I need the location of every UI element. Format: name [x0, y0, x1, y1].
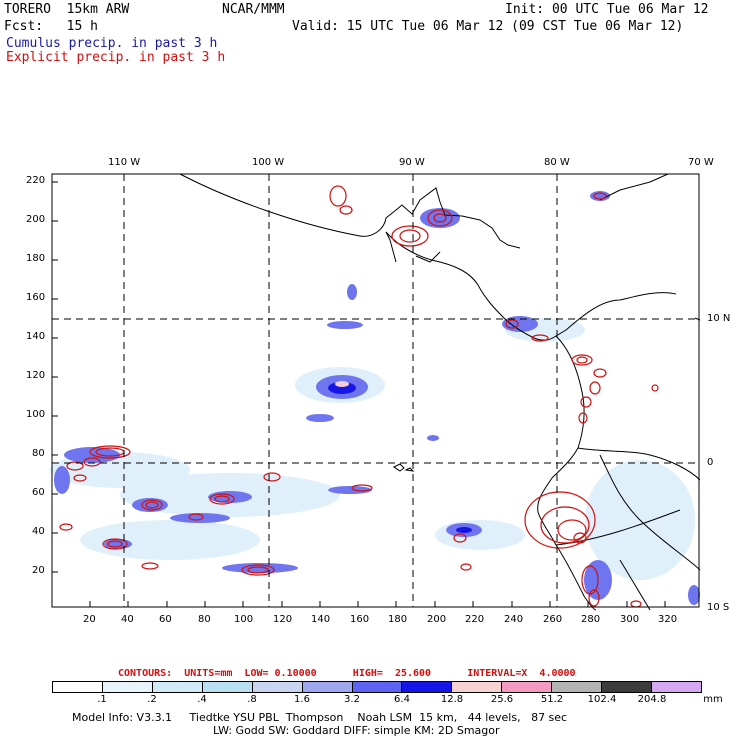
x-tick-label: 320 [658, 614, 678, 625]
colorbar-swatch [502, 682, 553, 692]
colorbar-swatch [402, 682, 453, 692]
light-precip-field [50, 318, 695, 580]
lon-label: 80 W [544, 157, 570, 168]
peak-precip [335, 381, 349, 387]
x-tick-label: 80 [198, 614, 211, 625]
init-time: Init: 00 UTC Tue 06 Mar 12 [505, 2, 709, 17]
colorbar-label: 51.2 [540, 694, 564, 705]
colorbar-label: 12.8 [440, 694, 464, 705]
y-tick-label: 220 [26, 175, 46, 186]
colorbar-swatch [252, 682, 303, 692]
lon-label: 90 W [399, 157, 425, 168]
colorbar-swatch [302, 682, 353, 692]
y-tick-label: 140 [26, 331, 46, 342]
contours-info: CONTOURS: UNITS=mm LOW= 0.10000 HIGH= 25… [118, 668, 576, 679]
x-tick-label: 280 [581, 614, 601, 625]
colorbar-label: 3.2 [344, 694, 360, 705]
map-frame [51, 173, 700, 608]
y-tick-label: 180 [26, 253, 46, 264]
x-tick-label: 180 [388, 614, 408, 625]
org-label: NCAR/MMM [222, 2, 285, 17]
colorbar-swatch [102, 682, 153, 692]
explicit-legend: Explicit precip. in past 3 h [6, 50, 226, 65]
y-tick-label: 40 [32, 526, 45, 537]
y-tick-label: 120 [26, 370, 46, 381]
colorbar-label: .2 [147, 694, 157, 705]
colorbar-swatch [152, 682, 203, 692]
colorbar-unit: mm [703, 694, 723, 705]
colorbar-swatch [452, 682, 503, 692]
model-title: TORERO 15km ARW [4, 2, 130, 17]
coastlines [179, 173, 701, 611]
y-tick-label: 100 [26, 409, 46, 420]
colorbar-swatch [652, 682, 701, 692]
colorbar-label: 25.6 [490, 694, 514, 705]
valid-time: Valid: 15 UTC Tue 06 Mar 12 (09 CST Tue … [292, 19, 684, 34]
colorbar-swatch [552, 682, 603, 692]
colorbar-label: 204.8 [637, 694, 667, 705]
lon-label: 110 W [108, 157, 141, 168]
x-tick-label: 220 [465, 614, 485, 625]
x-tick-label: 260 [543, 614, 563, 625]
explicit-precip-contours [59, 185, 659, 608]
y-tick-label: 200 [26, 214, 46, 225]
lat-label: 0 [707, 457, 714, 468]
cumulus-legend: Cumulus precip. in past 3 h [6, 36, 218, 51]
lon-label: 70 W [688, 157, 714, 168]
axis-ticks [52, 181, 666, 607]
heavy-cumulus-precip [328, 382, 472, 533]
x-tick-label: 120 [273, 614, 293, 625]
lat-label: 10 S [707, 602, 730, 613]
x-tick-label: 240 [504, 614, 524, 625]
colorbar-label: 6.4 [394, 694, 410, 705]
x-tick-label: 300 [620, 614, 640, 625]
colorbar-label: 1.6 [294, 694, 310, 705]
colorbar-swatch [202, 682, 253, 692]
x-tick-label: 20 [83, 614, 96, 625]
x-tick-label: 140 [311, 614, 331, 625]
lon-label: 100 W [252, 157, 285, 168]
colorbar-label: .1 [97, 694, 107, 705]
x-tick-label: 160 [350, 614, 370, 625]
colorbar [52, 681, 702, 693]
model-info: Model Info: V3.3.1 Tiedtke YSU PBL Thomp… [72, 711, 568, 724]
x-tick-label: 40 [121, 614, 134, 625]
x-tick-label: 60 [159, 614, 172, 625]
lat-label: 10 N [707, 313, 731, 324]
y-tick-label: 160 [26, 292, 46, 303]
y-tick-label: 60 [32, 487, 45, 498]
x-tick-label: 200 [427, 614, 447, 625]
y-tick-label: 20 [32, 565, 45, 576]
colorbar-label: 102.4 [587, 694, 617, 705]
forecast-hour: Fcst: 15 h [4, 19, 98, 34]
model-physics: LW: Godd SW: Goddard DIFF: simple KM: 2D… [213, 724, 500, 737]
x-tick-label: 100 [234, 614, 254, 625]
colorbar-swatch [352, 682, 403, 692]
y-tick-label: 80 [32, 448, 45, 459]
colorbar-swatch [602, 682, 653, 692]
lat-lon-grid [52, 174, 699, 607]
colorbar-label: .8 [247, 694, 257, 705]
colorbar-label: .4 [197, 694, 207, 705]
colorbar-swatch [53, 682, 103, 692]
